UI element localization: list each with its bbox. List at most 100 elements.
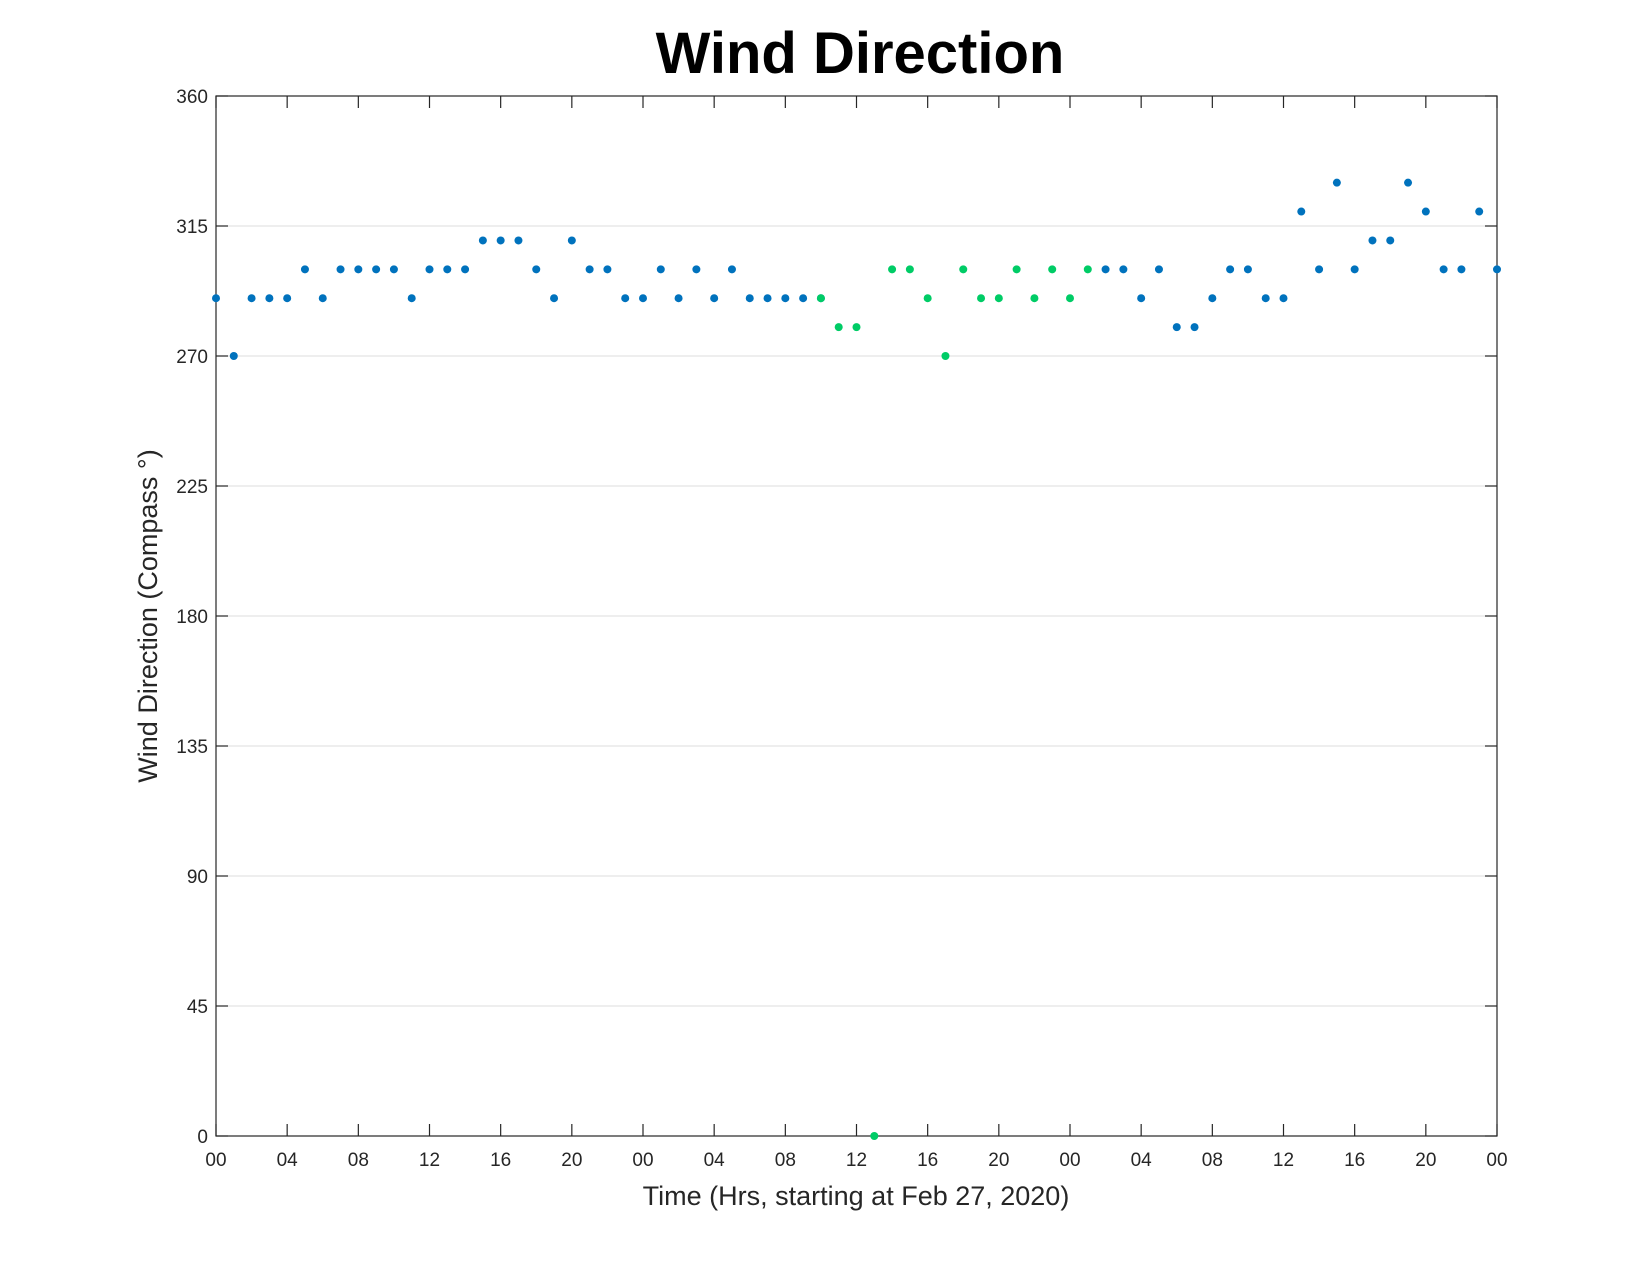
data-point-blue	[532, 265, 541, 274]
data-point-blue	[727, 265, 736, 274]
data-point-green	[1083, 265, 1092, 274]
data-point-green	[941, 352, 950, 360]
data-point-blue	[425, 265, 434, 274]
data-point-blue	[567, 236, 576, 245]
data-point-blue	[1368, 236, 1377, 245]
data-point-blue	[585, 265, 594, 274]
data-point-blue	[745, 294, 754, 303]
y-tick-label: 270	[176, 347, 208, 368]
x-tick-label: 08	[348, 1150, 369, 1171]
data-point-blue	[212, 294, 220, 303]
data-point-blue	[1261, 294, 1270, 303]
data-point-blue	[781, 294, 790, 303]
data-point-blue	[283, 294, 292, 303]
data-point-green	[1030, 294, 1039, 303]
x-tick-label: 12	[419, 1150, 440, 1171]
y-tick-label: 360	[176, 87, 208, 108]
data-point-blue	[318, 294, 327, 303]
data-point-blue	[461, 265, 470, 274]
y-axis-label: Wind Direction (Compass °)	[133, 449, 163, 782]
x-tick-labels: 00 04 08 12 16 20 00 04 08 12 16 20 00 04 08 12 16 20 00	[205, 1150, 1507, 1171]
data-point-green	[852, 323, 861, 332]
data-point-blue	[336, 265, 345, 274]
x-tick-label: 16	[917, 1150, 938, 1171]
data-point-blue	[229, 352, 238, 360]
axis-ticks	[215, 95, 1498, 1137]
data-point-blue	[1137, 294, 1146, 303]
x-tick-label: 20	[561, 1150, 582, 1171]
x-tick-label: 12	[1273, 1150, 1294, 1171]
data-point-blue	[603, 265, 612, 274]
data-point-blue	[443, 265, 452, 274]
y-tick-label: 0	[197, 1127, 208, 1148]
data-point-green	[834, 323, 843, 332]
data-point-blue	[763, 294, 772, 303]
data-point-blue	[674, 294, 683, 303]
data-point-green	[816, 294, 825, 303]
data-point-blue	[478, 236, 487, 245]
x-tick-label: 08	[775, 1150, 796, 1171]
y-tick-label: 135	[176, 737, 208, 758]
x-tick-label: 00	[1486, 1150, 1507, 1171]
data-point-blue	[799, 294, 808, 303]
x-tick-label: 04	[277, 1150, 299, 1171]
data-point-blue	[1493, 265, 1501, 274]
x-axis-label: Time (Hrs, starting at Feb 27, 2020)	[643, 1181, 1070, 1211]
data-point-blue	[1243, 265, 1252, 274]
data-point-blue	[1421, 207, 1430, 216]
y-tick-label: 315	[176, 217, 208, 238]
data-point-blue	[407, 294, 416, 303]
x-tick-label: 04	[704, 1150, 726, 1171]
data-point-green	[905, 265, 914, 274]
data-point-blue	[354, 265, 363, 274]
grid-lines	[216, 225, 1497, 1007]
data-point-green	[994, 294, 1003, 303]
x-tick-label: 00	[205, 1150, 226, 1171]
x-tick-label: 20	[1415, 1150, 1436, 1171]
data-point-green	[977, 294, 986, 303]
data-point-blue	[1386, 236, 1395, 245]
data-point-green	[1012, 265, 1021, 274]
y-tick-label: 225	[176, 477, 208, 498]
data-point-green	[959, 265, 968, 274]
data-point-blue	[300, 265, 309, 274]
data-point-blue	[372, 265, 381, 274]
data-point-blue	[639, 294, 647, 303]
data-point-blue	[692, 265, 701, 274]
data-point-blue	[247, 294, 256, 303]
data-points	[212, 178, 1501, 1140]
data-point-blue	[1119, 265, 1128, 274]
data-point-blue	[389, 265, 398, 274]
x-tick-label: 04	[1131, 1150, 1153, 1171]
data-point-blue	[1208, 294, 1217, 303]
data-point-blue	[656, 265, 665, 274]
data-point-blue	[265, 294, 274, 303]
data-point-green	[923, 294, 932, 303]
y-tick-label: 45	[187, 997, 208, 1018]
data-point-blue	[514, 236, 523, 245]
x-tick-label: 16	[1344, 1150, 1365, 1171]
data-point-green	[888, 265, 897, 274]
data-point-blue	[1172, 323, 1181, 332]
data-point-blue	[1154, 265, 1163, 274]
data-point-green	[1066, 294, 1074, 303]
data-point-green	[870, 1132, 879, 1140]
data-point-blue	[1226, 265, 1235, 274]
data-point-blue	[550, 294, 559, 303]
data-point-blue	[1297, 207, 1306, 216]
chart-title: Wind Direction	[656, 21, 1065, 86]
data-point-blue	[710, 294, 719, 303]
x-tick-label: 08	[1202, 1150, 1223, 1171]
x-tick-label: 16	[490, 1150, 511, 1171]
x-tick-label: 00	[632, 1150, 653, 1171]
data-point-green	[1048, 265, 1057, 274]
data-point-blue	[1439, 265, 1448, 274]
data-point-blue	[1350, 265, 1359, 274]
x-tick-label: 20	[988, 1150, 1009, 1171]
data-point-blue	[1457, 265, 1466, 274]
x-tick-label: 12	[846, 1150, 867, 1171]
data-point-blue	[1101, 265, 1110, 274]
data-point-blue	[1279, 294, 1288, 303]
y-tick-label: 180	[176, 607, 208, 628]
